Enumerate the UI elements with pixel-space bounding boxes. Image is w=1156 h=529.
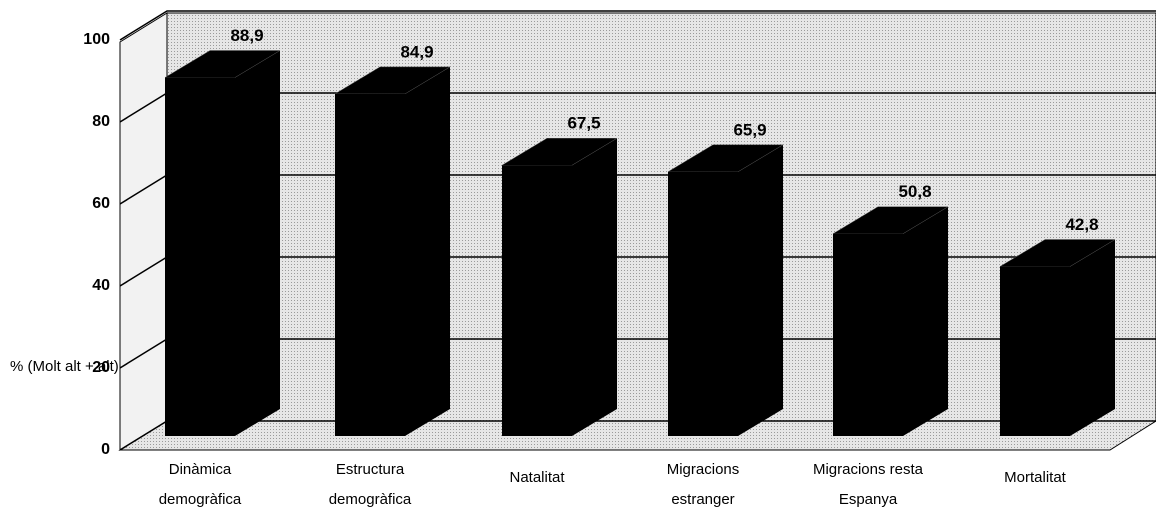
- value-label: 88,9: [230, 26, 263, 45]
- x-tick-label: Mortalitat: [1004, 469, 1067, 486]
- value-label: 67,5: [567, 114, 600, 133]
- y-tick-label: 100: [83, 31, 110, 48]
- value-label: 84,9: [400, 42, 433, 61]
- value-label: 50,8: [898, 182, 931, 201]
- bar-front: [165, 77, 235, 436]
- bar-front: [502, 165, 572, 436]
- y-tick-label: 60: [92, 195, 110, 212]
- bar: [999, 239, 1116, 436]
- grid-line: [119, 10, 1156, 41]
- bar-side: [405, 66, 450, 436]
- x-tick-label: Migracions resta Espanya: [813, 461, 924, 508]
- bar: [164, 50, 281, 436]
- bar: [334, 66, 451, 436]
- y-tick-label: 0: [101, 441, 110, 458]
- bar-side: [572, 138, 617, 436]
- bar-side: [738, 144, 783, 436]
- y-axis-label: % (Molt alt + alt): [10, 358, 119, 375]
- bar-front: [833, 233, 903, 436]
- x-tick-label: Migracions estranger: [667, 461, 740, 508]
- x-tick-label: Estructura demogràfica: [329, 461, 412, 508]
- value-label: 65,9: [733, 120, 766, 139]
- x-tick-label: Natalitat: [509, 469, 565, 486]
- y-tick-label: 40: [92, 277, 110, 294]
- y-tick-label: 20: [92, 359, 110, 376]
- bar-front: [335, 93, 405, 436]
- value-label: 42,8: [1065, 215, 1098, 234]
- bar: [667, 144, 784, 436]
- bar-front: [1000, 266, 1070, 436]
- side-wall: [119, 12, 168, 451]
- bar-front: [668, 171, 738, 436]
- bar: [501, 138, 618, 436]
- x-tick-label: Dinàmica demogràfica: [159, 461, 242, 508]
- bar-side: [235, 50, 280, 436]
- bar-side: [1070, 239, 1115, 436]
- bar: [832, 206, 949, 436]
- y-tick-label: 80: [92, 113, 110, 130]
- bar-side: [903, 206, 948, 436]
